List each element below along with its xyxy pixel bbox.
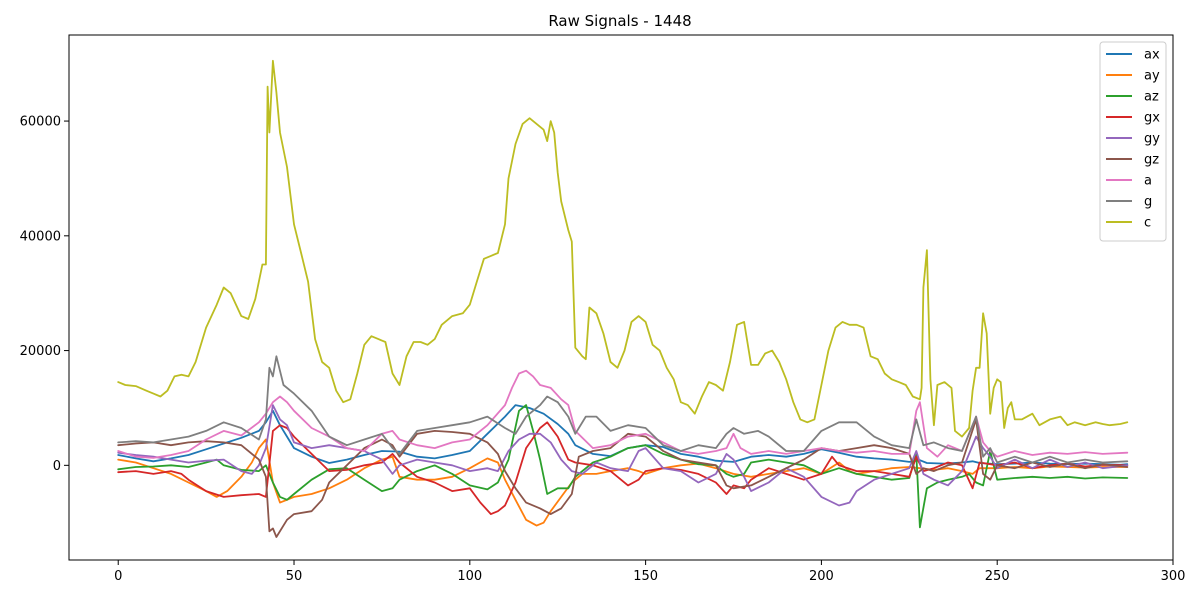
legend: ax ay az gx gy gz agc [1099,41,1167,242]
x-tick-label: 50 [286,569,303,584]
series-line-ax [117,404,1129,466]
x-axis: 0 50 100 150 200 250 300 [114,560,1185,584]
x-tick-label: 0 [114,569,122,584]
chart-title: Raw Signals - 1448 [548,12,691,30]
legend-label-ax: ax [1144,48,1160,63]
series-line-g [117,355,1129,464]
x-tick-label: 250 [985,569,1010,584]
series-line-gy [117,404,1129,507]
x-tick-label: 300 [1161,569,1186,584]
plot-frame [68,34,1174,561]
legend-label-c: c [1144,216,1151,231]
x-tick-label: 150 [633,569,658,584]
x-tick-label: 100 [457,569,482,584]
x-tick-label: 200 [809,569,834,584]
series-line-gz [117,418,1129,538]
series-line-c [117,59,1129,438]
y-tick-label: 40000 [20,229,61,244]
legend-label-az: az [1144,90,1159,105]
plot-lines [117,59,1129,538]
legend-label-a: a [1144,174,1152,189]
legend-label-g: g [1144,195,1152,210]
y-tick-label: 0 [53,459,61,474]
y-tick-label: 60000 [20,115,61,130]
legend-box [1099,41,1167,242]
legend-label-gz: gz [1144,153,1159,168]
legend-label-ay: ay [1144,69,1160,84]
y-axis: 0 20000 40000 60000 [20,115,69,474]
y-tick-label: 20000 [20,344,61,359]
legend-label-gy: gy [1144,132,1160,147]
legend-label-gx: gx [1144,111,1160,126]
